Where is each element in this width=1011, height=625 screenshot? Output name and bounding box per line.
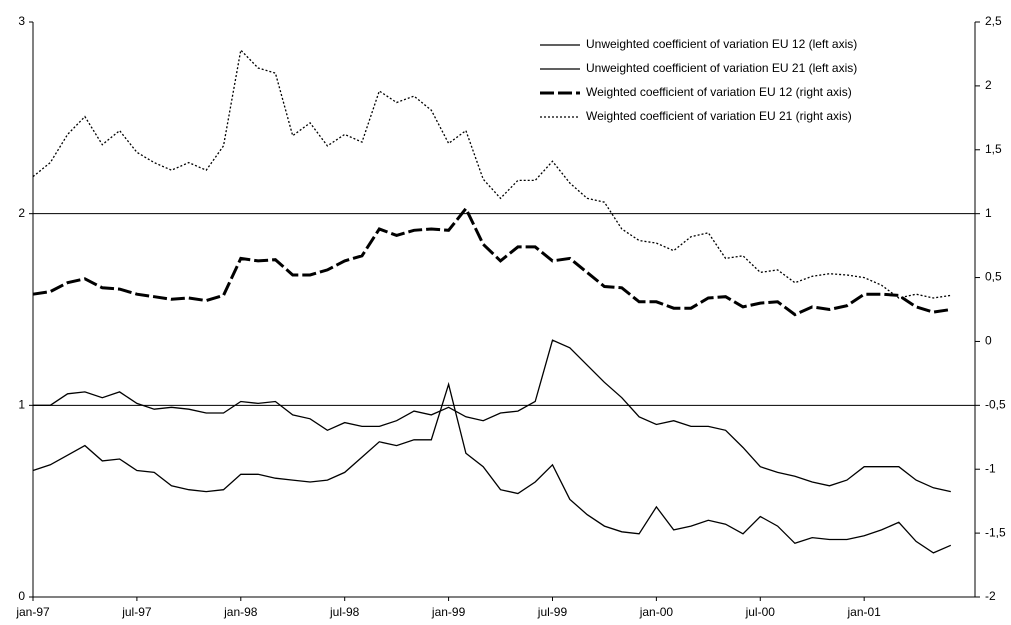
x-tick-label: jul-99 (537, 605, 568, 619)
legend: Unweighted coefficient of variation EU 1… (540, 37, 857, 123)
x-tick-label: jul-98 (329, 605, 360, 619)
series-line (32, 48, 951, 299)
y2-tick-label: -1,5 (985, 525, 1006, 539)
y2-tick-label: -2 (985, 589, 996, 603)
x-tick-label: jan-99 (431, 605, 466, 619)
series-line (32, 205, 952, 317)
y2-tick-label: -0,5 (985, 398, 1006, 412)
y-tick-label: 1 (18, 398, 25, 412)
y-tick-label: 3 (18, 14, 25, 28)
y2-tick-label: 2,5 (985, 14, 1002, 28)
legend-label: Unweighted coefficient of variation EU 1… (586, 37, 857, 51)
legend-label: Weighted coefficient of variation EU 21 … (586, 109, 852, 123)
x-tick-label: jan-97 (15, 605, 50, 619)
y2-tick-label: 1,5 (985, 142, 1002, 156)
x-tick-label: jul-00 (745, 605, 776, 619)
y2-tick-label: 0,5 (985, 270, 1002, 284)
x-tick-label: jul-97 (121, 605, 152, 619)
y-tick-label: 0 (18, 589, 25, 603)
y2-tick-label: 0 (985, 334, 992, 348)
x-tick-label: jan-00 (639, 605, 674, 619)
legend-label: Weighted coefficient of variation EU 12 … (586, 85, 852, 99)
y-tick-label: 2 (18, 206, 25, 220)
series-line (32, 381, 952, 554)
series-line (33, 339, 951, 493)
x-tick-label: jan-01 (846, 605, 881, 619)
y2-tick-label: -1 (985, 461, 996, 475)
legend-label: Unweighted coefficient of variation EU 2… (586, 61, 857, 75)
x-tick-label: jan-98 (223, 605, 258, 619)
y2-tick-label: 1 (985, 206, 992, 220)
y2-tick-label: 2 (985, 78, 992, 92)
